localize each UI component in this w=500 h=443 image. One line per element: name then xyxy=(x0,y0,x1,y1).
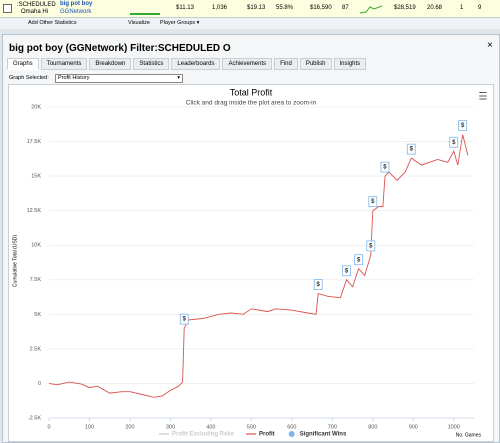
chart-title: Total Profit xyxy=(230,87,273,97)
x-tick-label: 800 xyxy=(368,424,377,430)
win-marker xyxy=(313,279,323,291)
graph-label: Graph Selected: xyxy=(9,75,49,81)
win-marker xyxy=(449,136,459,148)
win-marker xyxy=(406,143,416,155)
network: GGNetwork xyxy=(60,9,92,15)
stat-cell: $16,590 xyxy=(310,5,332,11)
close-button[interactable]: × xyxy=(487,40,493,51)
x-tick-label: 900 xyxy=(409,424,418,430)
panel-title: big pot boy (GGNetwork) Filter:SCHEDULED… xyxy=(9,43,231,54)
y-tick-label: 15K xyxy=(31,174,41,180)
win-marker xyxy=(366,240,376,252)
chart-subtitle: Click and drag inside the plot area to z… xyxy=(186,100,317,107)
tab[interactable]: Statistics xyxy=(133,58,170,70)
win-marker-label: $ xyxy=(410,147,414,153)
legend-label: Profit xyxy=(259,432,275,438)
y-axis-label: Cumulative Total (USD) xyxy=(12,235,18,287)
game: Omaha Hi xyxy=(21,9,49,15)
y-tick-label: 7.5K xyxy=(30,277,42,283)
win-marker-label: $ xyxy=(345,268,349,274)
checkbox[interactable] xyxy=(3,4,12,13)
stat-cell: $28,519 xyxy=(394,5,416,11)
graph-select[interactable]: Profit History ▾ xyxy=(55,74,183,83)
y-tick-label: -2.5K xyxy=(28,415,41,421)
menu-button[interactable]: ☰ xyxy=(479,92,488,103)
toolbar: Add Other Statistics Visualize Player Grou… xyxy=(0,18,500,29)
win-marker xyxy=(179,313,189,325)
graph-select-value: Profit History xyxy=(58,75,90,81)
stat-cell: 1,036 xyxy=(212,5,228,11)
chart: Total Profit Click and drag inside the p… xyxy=(8,84,494,442)
x-tick-label: 400 xyxy=(206,424,215,430)
toolbar-item[interactable]: Add Other Statistics xyxy=(28,20,77,26)
tab[interactable]: Achievements xyxy=(222,58,273,70)
tab[interactable]: Insights xyxy=(333,58,367,70)
x-axis-label: No. Games xyxy=(456,432,482,438)
y-tick-label: 17.5K xyxy=(27,139,42,145)
tab[interactable]: Graphs xyxy=(7,58,39,70)
x-tick-label: 100 xyxy=(85,424,94,430)
profit-line xyxy=(48,134,469,398)
stat-cell: 55.8% xyxy=(276,5,294,11)
win-marker-label: $ xyxy=(316,282,320,288)
x-tick-label: 200 xyxy=(125,424,134,430)
win-marker xyxy=(342,265,351,277)
stats-row: :SCHEDULED Omaha Hi big pot boy GGNetwor… xyxy=(0,0,500,18)
y-tick-label: 2.5K xyxy=(30,346,42,352)
tab[interactable]: Tournaments xyxy=(40,58,88,70)
tab[interactable]: Leaderboards xyxy=(171,58,221,70)
stat-cell: $19.13 xyxy=(247,5,266,11)
y-tick-label: 20K xyxy=(31,104,41,110)
stat-cell: 87 xyxy=(342,5,349,11)
stat-cell: 9 xyxy=(478,5,482,11)
y-tick-label: 12.5K xyxy=(27,208,42,214)
win-marker xyxy=(368,196,378,208)
player[interactable]: big pot boy xyxy=(60,1,93,7)
tab[interactable]: Publish xyxy=(299,58,332,70)
win-marker-label: $ xyxy=(371,199,375,205)
win-marker-label: $ xyxy=(452,140,456,146)
x-tick-label: 500 xyxy=(247,424,256,430)
stat-cell: $11.13 xyxy=(176,5,194,11)
sparkline xyxy=(130,13,160,15)
legend-symbol xyxy=(288,431,295,437)
tab[interactable]: Find xyxy=(274,58,298,70)
win-marker-label: $ xyxy=(183,317,187,323)
x-tick-label: 600 xyxy=(287,424,296,430)
win-marker-label: $ xyxy=(461,123,465,129)
win-marker-label: $ xyxy=(357,257,361,263)
legend-label: Significant Wins xyxy=(300,432,347,438)
stat-cell: 1 xyxy=(460,5,464,11)
y-tick-label: 10K xyxy=(31,243,41,249)
win-marker-label: $ xyxy=(383,165,387,171)
win-marker xyxy=(458,120,468,132)
stat-cell: 20.68 xyxy=(427,5,443,11)
tabs: Graphs Tournaments Breakdown Statistics Lead… xyxy=(7,58,368,70)
site: :SCHEDULED xyxy=(17,2,56,8)
tab[interactable]: Breakdown xyxy=(89,58,132,70)
toolbar-item[interactable]: Player Groups ▾ xyxy=(160,20,200,26)
win-marker-label: $ xyxy=(369,243,373,249)
y-tick-label: 0 xyxy=(38,381,41,387)
sparkline xyxy=(360,5,382,14)
win-marker xyxy=(380,161,390,173)
toolbar-item[interactable]: Visualize xyxy=(128,20,150,26)
x-tick-label: 700 xyxy=(328,424,337,430)
y-tick-label: 5K xyxy=(34,312,41,318)
x-tick-label: 300 xyxy=(166,424,175,430)
legend-label: Profit Excluding Rake xyxy=(172,432,235,438)
x-tick-label: 1000 xyxy=(448,424,460,430)
panel: big pot boy (GGNetwork) Filter:SCHEDULED… xyxy=(2,34,500,443)
win-marker xyxy=(354,254,364,266)
x-tick-label: 0 xyxy=(47,424,50,430)
